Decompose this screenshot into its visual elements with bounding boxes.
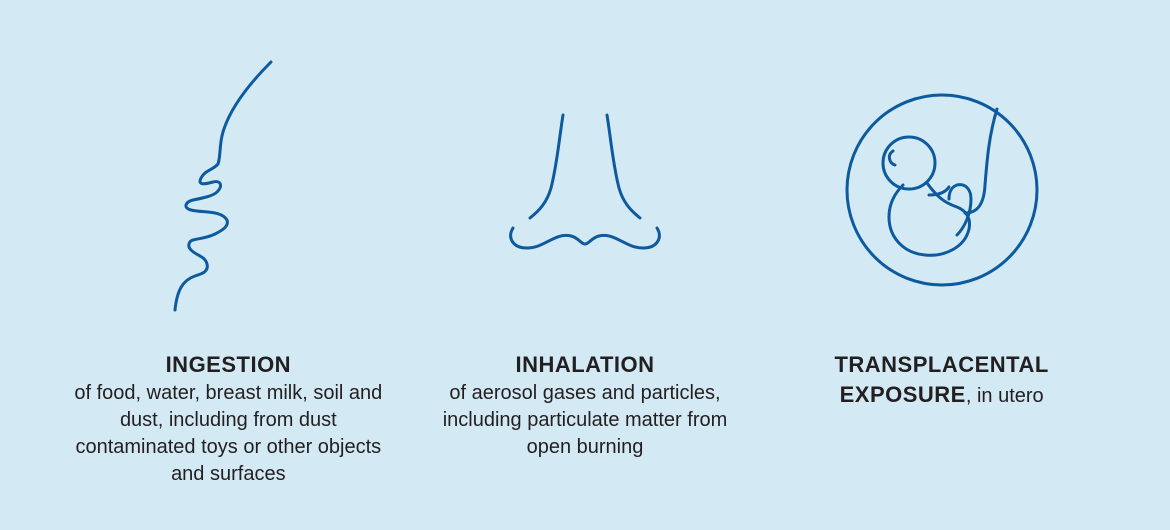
panel-ingestion: INGESTION of food, water, breast milk, s…	[68, 60, 388, 488]
title-ingestion: INGESTION	[166, 352, 292, 377]
panel-inhalation: INHALATION of aerosol gases and particle…	[425, 60, 745, 461]
title-inhalation: INHALATION	[515, 352, 654, 377]
caption-inhalation: INHALATION of aerosol gases and particle…	[425, 350, 745, 461]
face-profile-icon	[143, 60, 313, 320]
desc-inhalation: of aerosol gases and particles, includin…	[443, 382, 728, 458]
caption-transplacental: TRANSPLACENTAL EXPOSURE, in utero	[782, 350, 1102, 410]
nose-icon	[485, 60, 685, 320]
caption-ingestion: INGESTION of food, water, breast milk, s…	[68, 350, 388, 488]
panel-transplacental: TRANSPLACENTAL EXPOSURE, in utero	[782, 60, 1102, 410]
desc-ingestion: of food, water, breast milk, soil and du…	[74, 382, 382, 485]
desc-transplacental: , in utero	[966, 385, 1044, 407]
fetus-icon	[837, 60, 1047, 320]
